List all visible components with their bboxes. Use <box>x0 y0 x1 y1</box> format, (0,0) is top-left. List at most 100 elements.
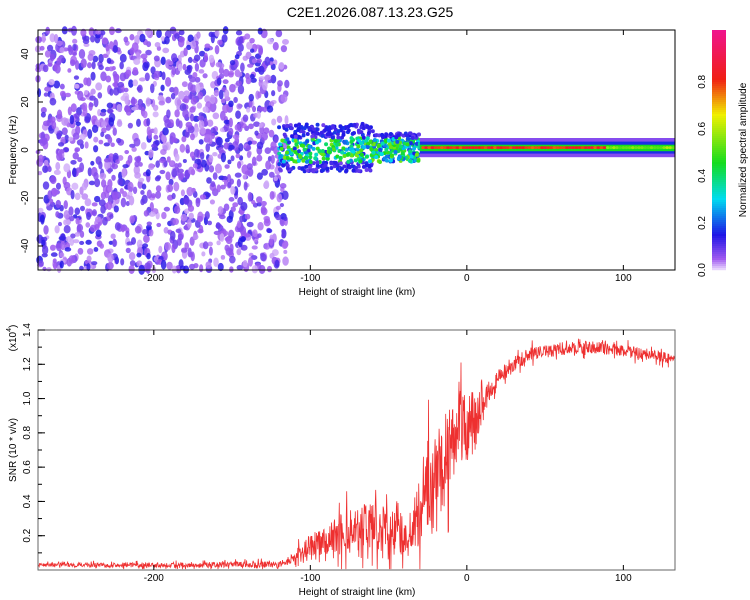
spectrogram-cell <box>94 178 101 188</box>
spectrogram-cell <box>269 252 275 259</box>
spectrogram-cell <box>71 25 77 36</box>
spectrogram-cell <box>46 267 52 272</box>
colorbar-segment <box>712 208 726 211</box>
y-tick-label: 1.4 <box>22 323 33 337</box>
spectrogram-cell <box>237 161 242 169</box>
spectrogram-cell <box>88 27 95 37</box>
spectrogram-cell <box>233 96 238 104</box>
spectrogram-cell <box>90 71 96 81</box>
spectrogram-cell <box>79 205 85 212</box>
spectrogram-cell <box>217 262 224 272</box>
spectrogram-cell <box>274 259 280 268</box>
spectrogram-cell <box>527 146 532 150</box>
spectrogram-cell <box>59 90 66 97</box>
spectrogram-cell <box>317 148 322 153</box>
spectrogram-cell <box>266 228 273 234</box>
spectrogram-cell <box>151 143 157 149</box>
colorbar-segment <box>712 244 726 247</box>
spectrogram-cell <box>198 112 204 117</box>
spectrogram-cell <box>163 206 171 212</box>
spectrogram-cell <box>281 190 289 201</box>
spectrogram-cell <box>173 86 179 96</box>
spectrogram-cell <box>229 243 234 253</box>
spectrogram-cell <box>90 88 96 95</box>
spectrogram-cell <box>100 204 106 214</box>
spectrogram-cell <box>77 247 84 255</box>
spectrogram-axes: -200 -100 0 100 40 20 0 -20 -40 <box>20 30 632 284</box>
spectrogram-cell <box>161 71 166 81</box>
spectrogram-cell <box>255 44 261 49</box>
spectrogram-cell <box>144 150 150 156</box>
spectrogram-cell <box>150 83 155 94</box>
spectrogram-cell <box>239 215 245 223</box>
colorbar-segment <box>712 184 726 187</box>
spectrogram-cell <box>652 146 657 150</box>
spectrogram-cell <box>43 225 49 235</box>
spectrogram-cell <box>297 122 302 127</box>
spectrogram-cell <box>278 154 283 159</box>
colorbar-segment <box>712 214 726 217</box>
spectrogram-cell <box>138 162 143 167</box>
spectrogram-cell <box>521 146 525 150</box>
spectrogram-cell <box>261 168 268 176</box>
spectrogram-cell <box>238 36 244 45</box>
colorbar-segment <box>712 118 726 121</box>
spectrogram-cell <box>91 261 98 266</box>
spectrogram-cell <box>362 145 367 150</box>
spectrogram-cell <box>250 255 258 260</box>
spectrogram-cell <box>223 123 230 132</box>
spectrogram-cell <box>111 174 116 181</box>
spectrogram-cell <box>180 189 185 197</box>
spectrogram-cell <box>207 220 212 226</box>
spectrogram-cell <box>79 265 84 271</box>
spectrogram-cell <box>193 262 199 269</box>
spectrogram-cell <box>627 146 632 150</box>
spectrogram-cell <box>59 47 65 54</box>
spectrogram-cell <box>201 251 206 257</box>
colorbar-segment <box>712 248 726 251</box>
spectrogram-cell <box>189 76 196 83</box>
spectrogram-cell <box>408 149 413 154</box>
spectrogram-cell <box>205 261 212 269</box>
spectrogram-cell <box>53 33 59 44</box>
spectrogram-cell <box>493 146 497 150</box>
spectrogram-cell <box>621 146 626 150</box>
colorbar-segment <box>712 38 726 41</box>
colorbar-segment <box>712 188 726 191</box>
spectrogram-cell <box>245 145 252 151</box>
spectrogram-cell <box>202 73 208 79</box>
spectrogram-cell <box>132 67 139 76</box>
spectrogram-cell <box>378 147 383 152</box>
spectrogram-cell <box>41 33 46 43</box>
spectrogram-cell <box>248 123 254 130</box>
spectrogram-cell <box>216 77 222 86</box>
spectrogram-cell <box>384 132 389 137</box>
spectrogram-cell <box>75 217 80 225</box>
spectrogram-cell <box>315 122 320 127</box>
spectrogram-cell <box>42 165 49 174</box>
spectrogram-cell <box>271 118 277 126</box>
spectrogram-cell <box>347 165 352 170</box>
spectrogram-cell <box>568 146 572 150</box>
spectrogram-cell <box>251 140 258 145</box>
spectrogram-cell <box>249 48 255 53</box>
spectrogram-cell <box>277 162 282 167</box>
spectrogram-cell <box>246 150 252 159</box>
spectrogram-cell <box>238 121 244 127</box>
spectrogram-cell <box>55 199 62 209</box>
spectrogram-cell <box>93 145 99 153</box>
spectrogram-cell <box>60 233 66 241</box>
spectrogram-cell <box>198 139 204 145</box>
spectrogram-cell <box>357 138 362 143</box>
spectrogram-cell <box>140 198 145 206</box>
spectrogram-cell <box>44 86 52 92</box>
spectrogram-plot <box>34 25 676 275</box>
spectrogram-cell <box>52 262 58 270</box>
colorbar-segment <box>712 228 726 231</box>
spectrogram-cell <box>203 52 209 63</box>
spectrogram-cell <box>587 146 591 150</box>
spectrogram-cell <box>393 149 398 154</box>
spectrogram-cell <box>344 147 349 152</box>
spectrogram-cell <box>214 163 222 174</box>
spectrogram-cell <box>134 171 141 179</box>
